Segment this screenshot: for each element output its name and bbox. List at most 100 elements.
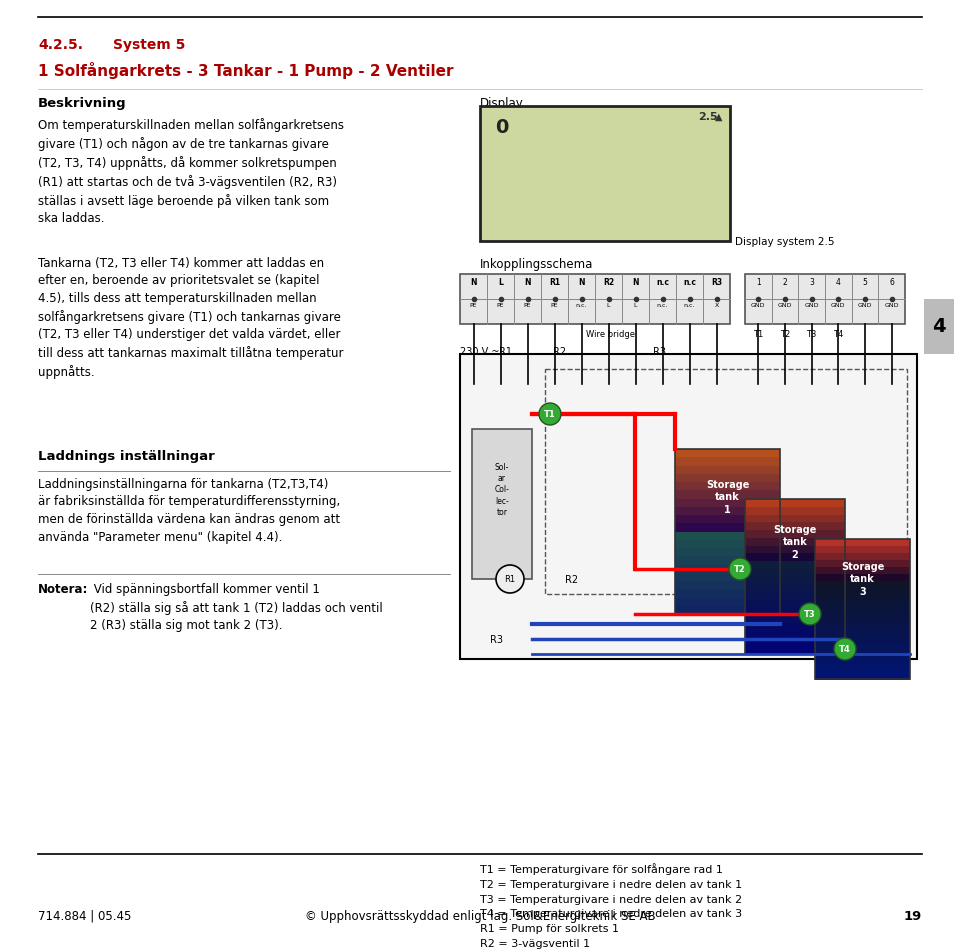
Text: PE: PE xyxy=(469,303,477,307)
Text: Notera:: Notera: xyxy=(38,583,88,595)
FancyBboxPatch shape xyxy=(460,275,730,325)
Text: Storage
tank
3: Storage tank 3 xyxy=(841,562,884,596)
Bar xyxy=(745,515,845,524)
Bar xyxy=(745,577,845,585)
Bar xyxy=(745,608,845,617)
Text: Beskrivning: Beskrivning xyxy=(38,97,127,109)
Text: Laddnings inställningar: Laddnings inställningar xyxy=(38,449,215,463)
FancyBboxPatch shape xyxy=(924,300,954,355)
Text: 4.2.5.: 4.2.5. xyxy=(38,38,83,52)
Bar xyxy=(675,589,780,599)
Bar xyxy=(675,565,780,574)
Bar xyxy=(815,651,910,660)
Bar xyxy=(745,562,845,570)
Bar xyxy=(675,582,780,590)
Text: ▲: ▲ xyxy=(715,112,723,122)
Text: N: N xyxy=(524,278,531,287)
Bar xyxy=(815,561,910,568)
Circle shape xyxy=(834,639,856,661)
Text: n.c.: n.c. xyxy=(576,303,588,307)
Circle shape xyxy=(496,565,524,593)
Bar xyxy=(815,645,910,652)
Text: GND: GND xyxy=(778,303,792,307)
Circle shape xyxy=(729,559,751,581)
Bar xyxy=(675,598,780,607)
Text: N: N xyxy=(470,278,477,287)
Bar xyxy=(815,659,910,666)
Bar xyxy=(815,595,910,604)
Bar xyxy=(745,569,845,578)
Text: R1: R1 xyxy=(504,575,516,584)
Bar xyxy=(675,532,780,541)
Text: Wire bridge: Wire bridge xyxy=(586,329,635,339)
Text: R2: R2 xyxy=(553,347,566,357)
Text: 5: 5 xyxy=(863,278,868,287)
Text: T1: T1 xyxy=(544,410,556,419)
Text: GND: GND xyxy=(831,303,846,307)
Bar xyxy=(815,630,910,639)
Bar xyxy=(675,507,780,516)
Text: Inkopplingsschema: Inkopplingsschema xyxy=(480,258,593,270)
Text: GND: GND xyxy=(804,303,819,307)
Bar xyxy=(745,592,845,601)
Text: GND: GND xyxy=(751,303,765,307)
Bar xyxy=(745,530,845,539)
Text: 0: 0 xyxy=(495,118,509,137)
Bar xyxy=(675,458,780,467)
Text: 6: 6 xyxy=(889,278,894,287)
FancyBboxPatch shape xyxy=(472,429,532,580)
Text: n.c.: n.c. xyxy=(657,303,668,307)
Bar xyxy=(745,646,845,655)
Bar xyxy=(675,573,780,583)
Bar xyxy=(745,545,845,555)
Bar xyxy=(675,557,780,565)
Bar xyxy=(745,507,845,516)
Text: 230 V ~: 230 V ~ xyxy=(460,347,499,357)
Text: 2: 2 xyxy=(782,278,787,287)
Text: X: X xyxy=(714,303,719,307)
Text: N: N xyxy=(578,278,585,287)
Bar xyxy=(675,466,780,475)
Text: 2.5: 2.5 xyxy=(698,112,718,122)
Text: R1: R1 xyxy=(498,347,512,357)
Bar xyxy=(675,515,780,525)
Text: T3: T3 xyxy=(804,610,816,619)
Text: Display: Display xyxy=(480,97,524,109)
Bar xyxy=(815,540,910,547)
Text: 1 Solfångarkrets - 3 Tankar - 1 Pump - 2 Ventiler: 1 Solfångarkrets - 3 Tankar - 1 Pump - 2… xyxy=(38,62,453,79)
Text: R1: R1 xyxy=(549,278,560,287)
Bar xyxy=(815,553,910,562)
Text: R3: R3 xyxy=(490,634,503,645)
Bar xyxy=(815,567,910,575)
Text: T4: T4 xyxy=(839,645,851,654)
Text: Om temperaturskillnaden mellan solfångarkretsens
givare (T1) och någon av de tre: Om temperaturskillnaden mellan solfångar… xyxy=(38,118,344,225)
FancyBboxPatch shape xyxy=(745,275,905,325)
Text: R2: R2 xyxy=(565,574,579,585)
Text: GND: GND xyxy=(857,303,873,307)
Text: T2: T2 xyxy=(734,565,746,574)
Bar xyxy=(745,600,845,609)
Text: System 5: System 5 xyxy=(113,38,185,52)
Text: T3: T3 xyxy=(806,329,817,339)
Text: n.c: n.c xyxy=(683,278,696,287)
Text: n.c: n.c xyxy=(656,278,669,287)
Text: PE: PE xyxy=(524,303,531,307)
Circle shape xyxy=(539,404,561,426)
Bar xyxy=(815,609,910,617)
Text: R3: R3 xyxy=(711,278,722,287)
Bar xyxy=(745,500,845,508)
Bar xyxy=(815,672,910,681)
Text: T1 = Temperaturgivare för solfångare rad 1
T2 = Temperaturgivare i nedre delen a: T1 = Temperaturgivare för solfångare rad… xyxy=(480,863,742,952)
Text: 4: 4 xyxy=(836,278,841,287)
Text: R2: R2 xyxy=(603,278,614,287)
Text: L: L xyxy=(498,278,503,287)
Text: L: L xyxy=(607,303,611,307)
Bar xyxy=(815,603,910,610)
Text: Tankarna (T2, T3 eller T4) kommer att laddas en
efter en, beroende av prioritets: Tankarna (T2, T3 eller T4) kommer att la… xyxy=(38,257,344,379)
Text: 3: 3 xyxy=(809,278,814,287)
Text: T4: T4 xyxy=(833,329,844,339)
Bar xyxy=(815,574,910,583)
Bar xyxy=(815,582,910,589)
FancyBboxPatch shape xyxy=(480,107,730,242)
Text: Storage
tank
1: Storage tank 1 xyxy=(706,480,749,514)
